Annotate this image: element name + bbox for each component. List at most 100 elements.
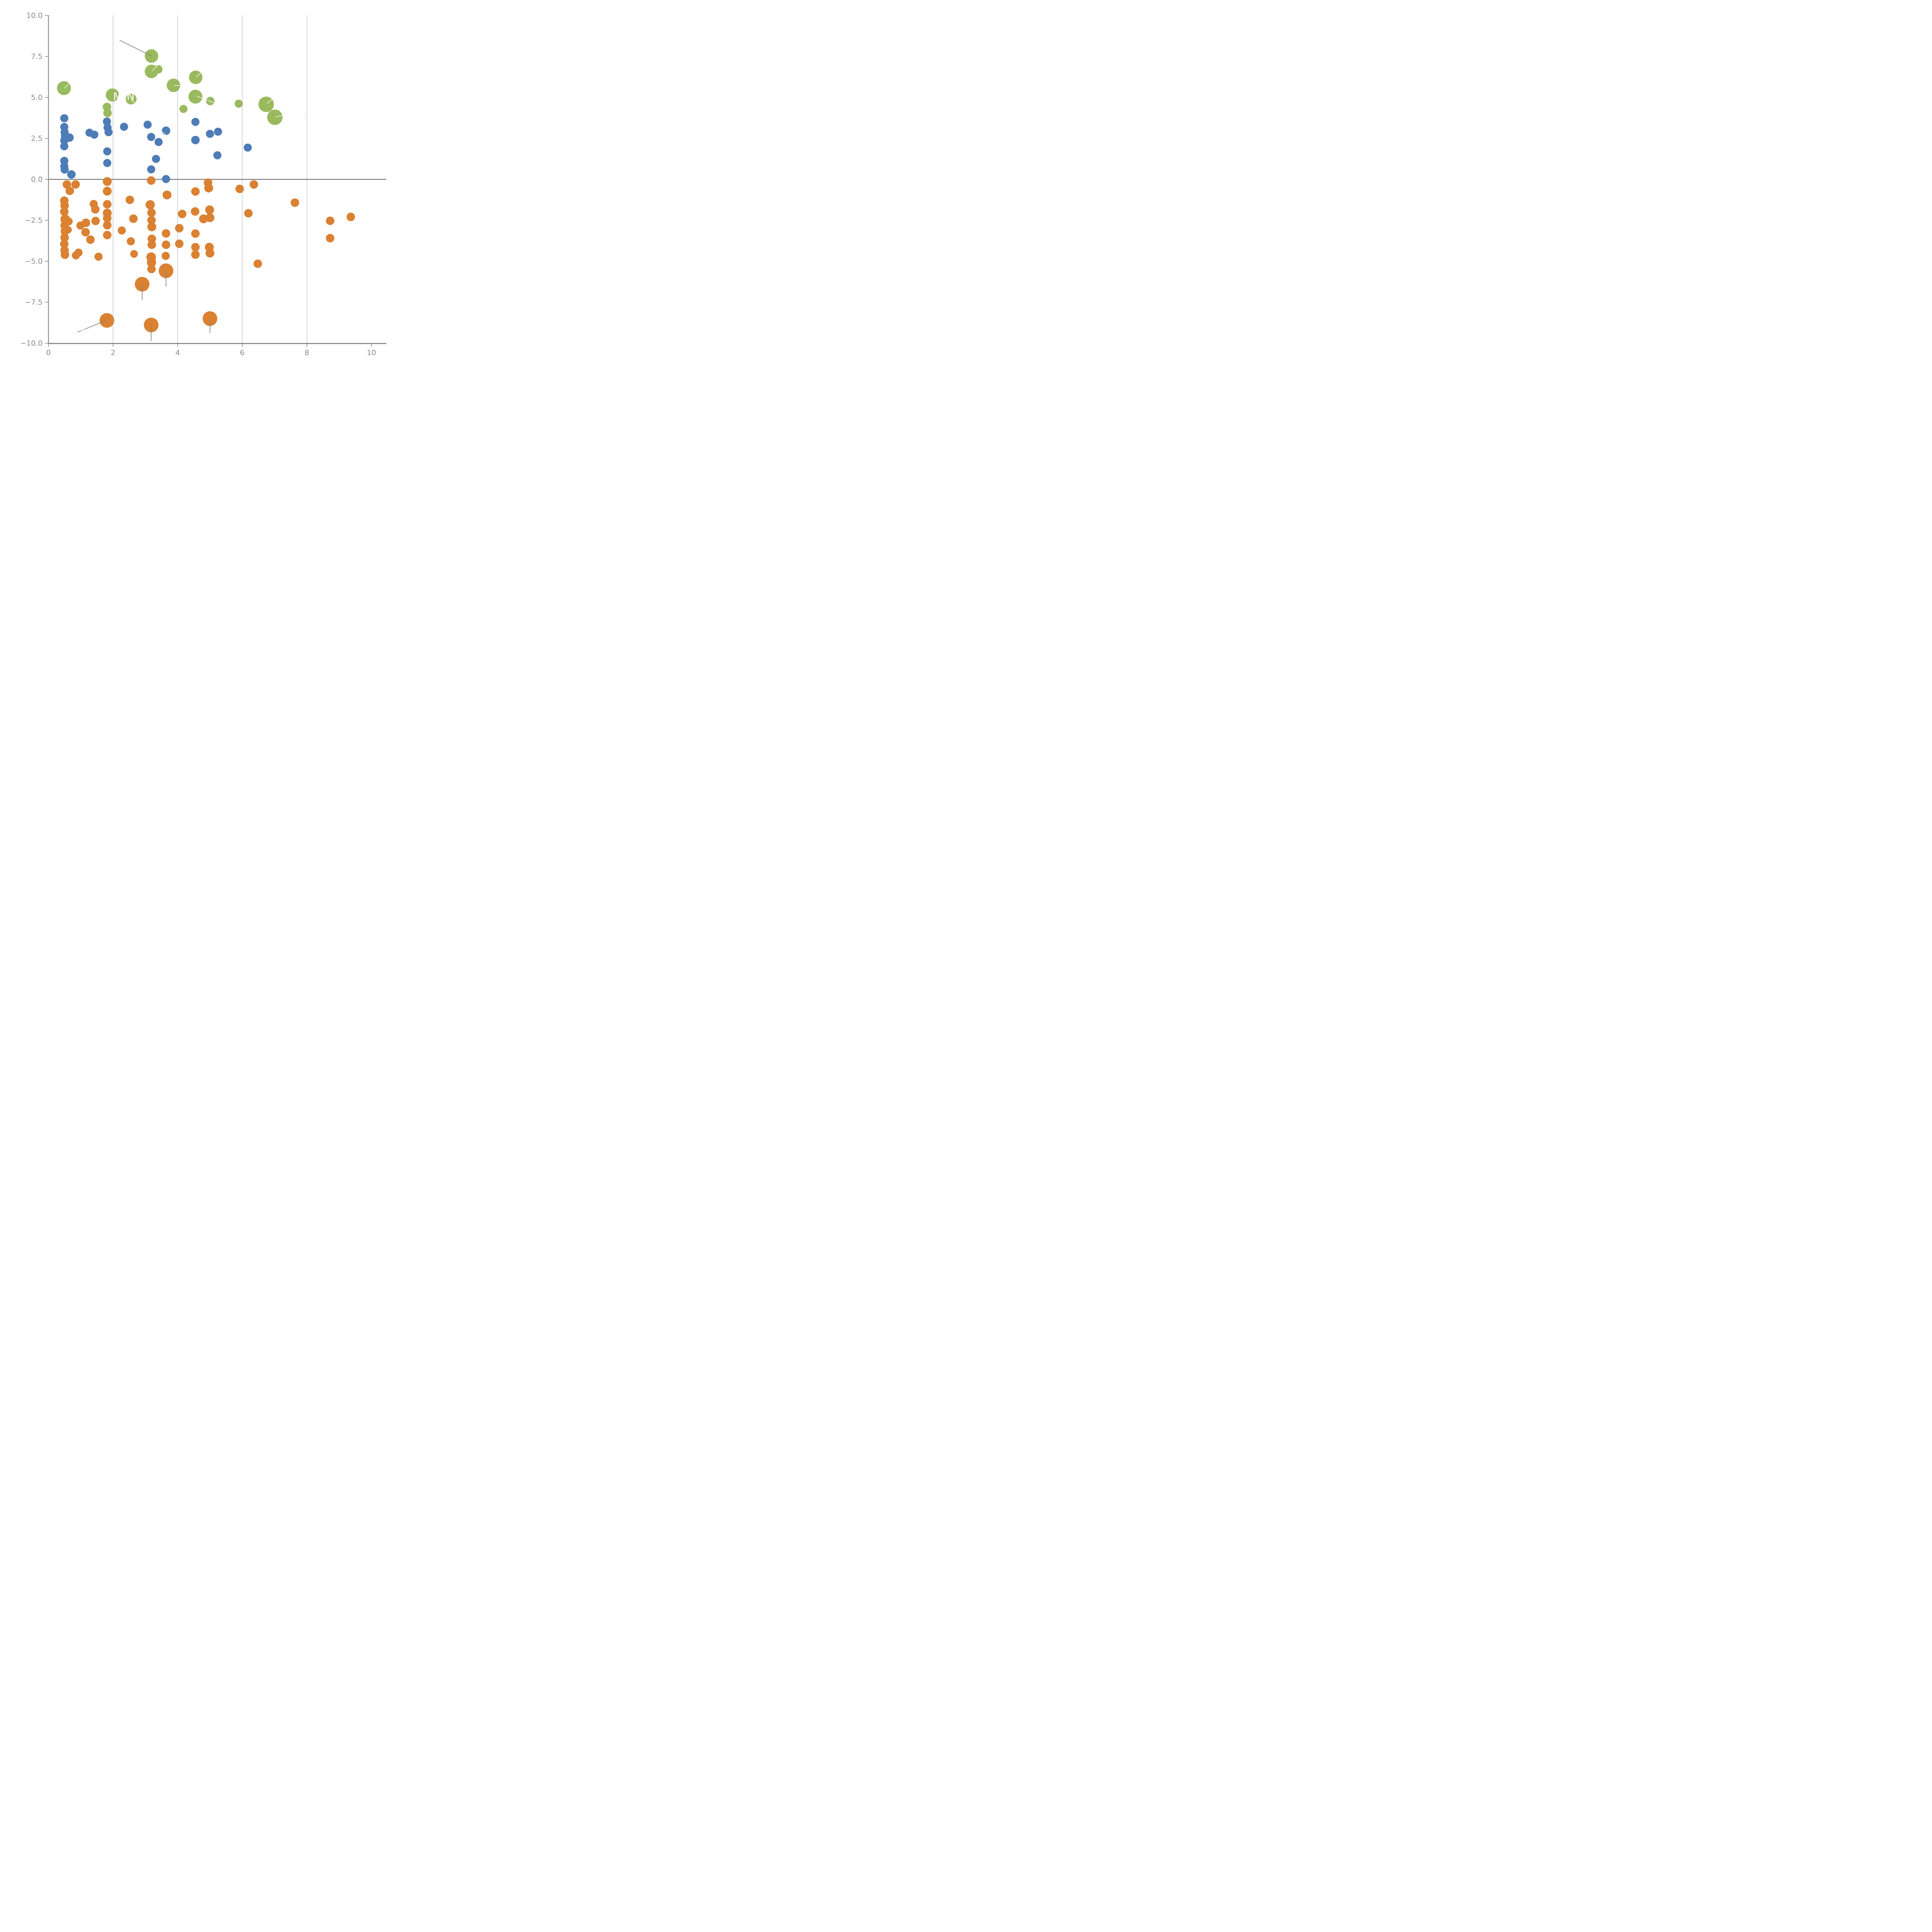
data-point-orange	[94, 252, 103, 261]
x-tick-label: 2	[111, 349, 116, 357]
data-point-green	[126, 94, 137, 105]
data-point-orange	[144, 318, 159, 333]
data-point-orange	[99, 313, 114, 328]
data-point-blue	[103, 147, 112, 156]
annotation-line-white	[151, 65, 159, 71]
data-point-orange	[190, 207, 199, 216]
data-point-orange	[86, 235, 95, 244]
data-point-orange	[60, 207, 69, 216]
data-point-blue	[120, 122, 128, 131]
data-point-orange	[103, 221, 112, 230]
annotation-line-white	[162, 131, 166, 135]
data-point-green	[167, 78, 180, 92]
y-tick-label: −7.5	[25, 298, 43, 307]
annotation-line-white	[196, 96, 215, 104]
data-point-blue	[60, 165, 69, 174]
data-point-orange	[250, 180, 259, 189]
data-point-green	[235, 99, 243, 108]
data-point-blue	[60, 136, 68, 145]
data-point-orange	[326, 216, 335, 225]
data-point-green	[179, 105, 188, 113]
data-point-orange	[244, 209, 253, 218]
annotation-line-white	[196, 72, 201, 77]
data-point-orange	[65, 186, 74, 195]
data-point-blue	[206, 129, 214, 138]
data-point-orange	[326, 234, 335, 243]
data-point-orange	[91, 205, 100, 214]
data-point-orange	[175, 239, 184, 248]
data-point-orange	[61, 250, 70, 259]
data-point-blue	[67, 170, 76, 179]
annotation-line-white	[80, 328, 85, 331]
data-point-green	[105, 88, 119, 102]
data-point-orange	[205, 248, 214, 258]
data-point-orange	[60, 233, 69, 242]
data-point-orange	[74, 248, 83, 257]
data-point-orange	[202, 311, 218, 326]
x-tick-label: 4	[175, 349, 180, 357]
data-point-orange	[117, 226, 126, 235]
data-point-orange	[82, 218, 90, 227]
data-point-orange	[204, 184, 213, 193]
data-point-blue	[214, 128, 222, 136]
x-tick-label: 0	[46, 349, 51, 357]
annotation-line-white	[131, 99, 138, 105]
plot-canvas: 0 2 4 6 8 10 10.0 7.5 5.0 2.5 0.0 −2.5 −5.0 −7.5 −10.0	[20, 12, 386, 357]
data-point-blue	[90, 130, 99, 139]
y-tick-label: 5.0	[31, 94, 43, 102]
data-point-orange	[63, 180, 71, 189]
annotation-line-white	[64, 83, 69, 88]
data-point-blue	[191, 117, 200, 126]
data-point-blue	[162, 126, 170, 135]
data-point-orange	[130, 250, 138, 258]
data-point-orange	[60, 201, 69, 210]
y-tick-label: −2.5	[25, 216, 43, 225]
data-point-blue	[213, 151, 222, 160]
data-point-blue	[60, 114, 68, 122]
data-point-blue	[147, 133, 155, 141]
x-tick-label: 6	[240, 349, 245, 357]
data-point-orange	[134, 277, 150, 292]
data-point-orange	[103, 231, 112, 240]
data-point-orange	[147, 240, 156, 249]
data-point-green	[189, 70, 203, 84]
data-point-orange	[103, 187, 112, 196]
annotation-line-white	[267, 99, 272, 104]
data-point-blue	[154, 138, 163, 146]
data-point-orange	[162, 190, 172, 199]
data-point-orange	[129, 214, 138, 223]
data-point-orange	[147, 176, 156, 185]
data-point-orange	[147, 265, 156, 274]
data-point-green	[267, 109, 283, 125]
data-point-orange	[147, 216, 156, 224]
data-point-orange	[162, 229, 170, 238]
data-point-blue	[243, 143, 252, 152]
data-point-orange	[71, 180, 80, 189]
annotation-line-white	[275, 115, 283, 117]
data-point-orange	[145, 200, 155, 209]
data-point-orange	[162, 252, 170, 260]
data-point-orange	[91, 216, 100, 225]
data-point-orange	[162, 240, 170, 249]
data-point-orange	[205, 213, 214, 222]
data-point-green	[103, 109, 112, 117]
data-point-orange	[127, 237, 135, 245]
data-point-orange	[253, 259, 262, 268]
x-tick-label: 10	[367, 349, 376, 357]
y-tick-label: −10.0	[20, 339, 43, 348]
data-point-orange	[60, 240, 69, 248]
data-point-orange	[191, 187, 200, 196]
data-point-green	[188, 90, 202, 104]
data-point-blue	[60, 142, 68, 151]
y-tick-label: 2.5	[31, 134, 43, 143]
scatter-plot-figure: 0 2 4 6 8 10 10.0 7.5 5.0 2.5 0.0 −2.5 −5.0 −7.5 −10.0…	[0, 0, 386, 386]
data-point-green	[57, 81, 71, 95]
y-tick-label: 10.0	[26, 12, 43, 20]
x-tick-label: 8	[304, 349, 309, 357]
data-point-orange	[147, 235, 156, 243]
y-tick-label: 7.5	[31, 53, 43, 61]
data-point-blue	[103, 159, 112, 167]
data-point-orange	[178, 209, 187, 218]
data-point-orange	[126, 196, 134, 204]
data-point-blue	[191, 136, 200, 145]
